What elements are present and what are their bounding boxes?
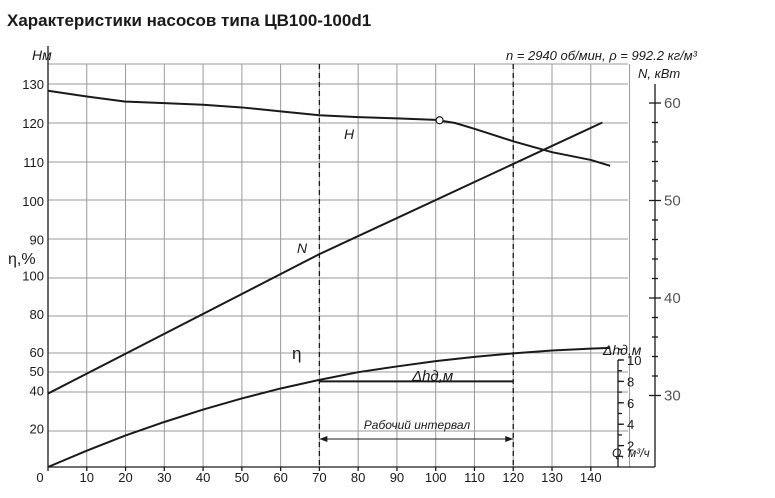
x-tick-label: 20 [118, 470, 132, 485]
power-tick-label: 60 [664, 95, 681, 112]
head-tick-label: 130 [22, 77, 44, 92]
x-tick-label: 80 [351, 470, 365, 485]
work-interval-label: Рабочий интервал [364, 418, 471, 432]
curve-label-N: N [297, 240, 308, 256]
x-tick-label: 130 [541, 470, 563, 485]
x-tick-label: 60 [273, 470, 287, 485]
x-tick-label: 40 [196, 470, 210, 485]
curve-head [47, 89, 611, 167]
head-tick-label: 120 [22, 116, 44, 131]
arrow-head-left [319, 436, 328, 442]
chart-title: Характеристики насосов типа ЦВ100-100d1 [7, 11, 371, 30]
npsh-tick-label: 10 [627, 353, 641, 368]
x-tick-label: 110 [464, 470, 485, 485]
efficiency-tick-label: 20 [30, 422, 44, 437]
npsh-axis-label: Δhд,м [602, 342, 642, 358]
x-tick-label: 90 [390, 470, 404, 485]
power-tick-label: 40 [664, 290, 681, 307]
npsh-line-label: Δhд,м [411, 368, 453, 385]
efficiency-tick-label: 80 [30, 307, 44, 322]
head-tick-label: 100 [22, 194, 44, 209]
power-axis-label: N, кВт [638, 66, 680, 81]
curve-efficiency [47, 346, 611, 468]
conditions-label: n = 2940 об/мин, ρ = 992.2 кг/м³ [506, 48, 698, 63]
axes [47, 46, 661, 471]
head-tick-label: 110 [23, 155, 44, 170]
curve-label-eta: η [292, 344, 301, 363]
curve-label-H: H [344, 126, 355, 142]
x-tick-label: 0 [36, 470, 43, 485]
x-tick-label: 100 [425, 470, 447, 485]
curve-marker [435, 116, 444, 125]
x-tick-label: 30 [157, 470, 171, 485]
x-tick-label: 70 [312, 470, 326, 485]
npsh-tick-label: 4 [627, 417, 634, 432]
efficiency-tick-label: 40 [30, 383, 44, 398]
head-axis-label: Нм [32, 47, 52, 63]
x-tick-label: 140 [580, 470, 602, 485]
efficiency-tick-label: 50 [30, 364, 44, 379]
curve-power [47, 121, 603, 395]
x-tick-label: 120 [502, 470, 524, 485]
arrow-head-right [505, 436, 514, 442]
npsh-tick-label: 6 [627, 396, 634, 411]
npsh-tick-label: 8 [627, 374, 634, 389]
efficiency-axis-label: η,% [8, 251, 36, 268]
power-tick-label: 30 [664, 388, 681, 405]
curves [47, 64, 611, 468]
npsh-tick-label: 2 [627, 439, 634, 454]
x-tick-label: 10 [80, 470, 94, 485]
head-tick-label: 90 [30, 233, 44, 248]
efficiency-tick-label: 60 [30, 345, 44, 360]
grid [48, 63, 631, 467]
x-axis-label: Q, м³/ч [612, 446, 650, 460]
power-tick-label: 50 [664, 193, 681, 210]
x-tick-label: 50 [235, 470, 249, 485]
tick-labels: 0 10 20 30 40 50 60 70 80 90 100 110 120 130 140 130 120… [22, 77, 680, 485]
efficiency-tick-label: 100 [22, 268, 44, 283]
